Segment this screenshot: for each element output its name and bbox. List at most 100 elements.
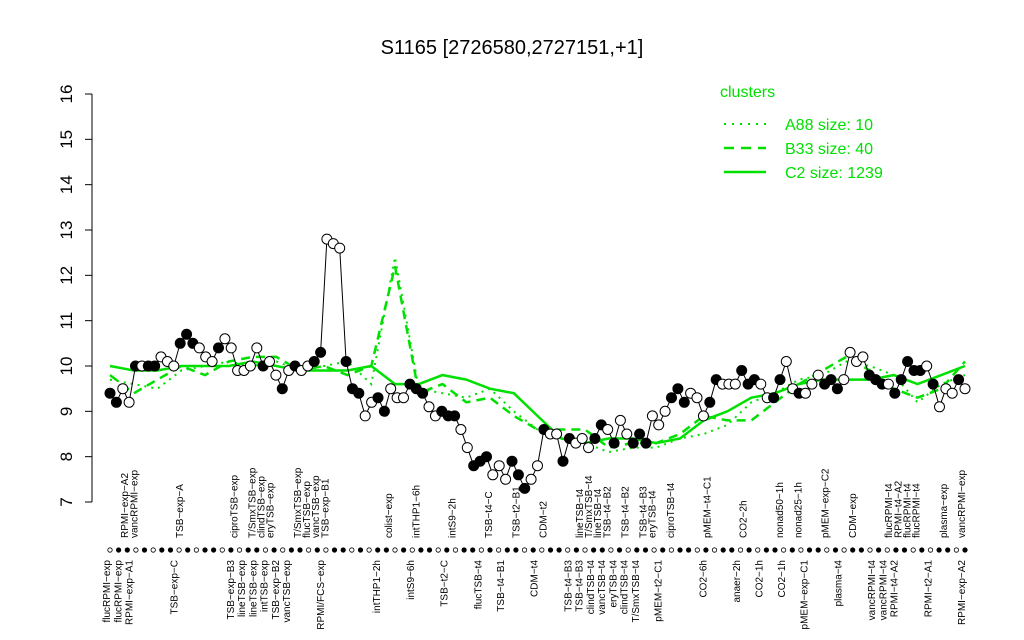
data-point bbox=[857, 351, 869, 363]
x-label-top: TSB−t2−B1 bbox=[511, 486, 522, 538]
data-point bbox=[181, 328, 193, 340]
data-point bbox=[895, 374, 907, 386]
rug-mark bbox=[159, 547, 165, 553]
x-label-top: lineTSB−t4 bbox=[593, 488, 604, 538]
x-label-bottom: flucRPMI−exp bbox=[102, 560, 113, 623]
rug-mark bbox=[366, 547, 372, 553]
x-label-top: lineTSB−t4 bbox=[575, 488, 586, 538]
x-label-top: vancTSB−exp bbox=[311, 475, 322, 538]
y-tick-label: 12 bbox=[57, 266, 76, 285]
x-label-bottom: flucTSB−t4 bbox=[473, 560, 484, 610]
x-label-bottom: RPMI−t4−A2 bbox=[890, 560, 901, 618]
rug-mark bbox=[452, 547, 459, 553]
data-point bbox=[512, 469, 524, 481]
data-points bbox=[104, 233, 971, 494]
rug-mark bbox=[556, 547, 562, 553]
x-label-top: TSB−t4−B2 bbox=[602, 486, 613, 538]
rug-mark bbox=[357, 547, 364, 553]
x-label-top: flucRPMI−t4 bbox=[884, 483, 895, 538]
data-point bbox=[506, 455, 518, 467]
x-label-top: ciproTSB−exp bbox=[229, 474, 240, 538]
data-point bbox=[646, 410, 658, 422]
data-point bbox=[627, 437, 639, 449]
rug-mark bbox=[616, 547, 623, 553]
data-point bbox=[398, 392, 409, 404]
x-label-bottom: RPMI−t2−A1 bbox=[923, 560, 934, 618]
rug-mark bbox=[867, 547, 873, 553]
data-point bbox=[481, 451, 492, 463]
rug-mark bbox=[884, 547, 890, 553]
x-label-bottom: eryTSB−t4 bbox=[608, 560, 619, 608]
rug-mark bbox=[124, 547, 130, 553]
rug-mark bbox=[349, 547, 355, 553]
rug-mark bbox=[392, 547, 398, 553]
rug-mark bbox=[495, 547, 502, 553]
data-point bbox=[493, 460, 505, 472]
x-label-bottom: vancRPMI−t4 bbox=[867, 560, 878, 621]
rug-mark bbox=[262, 547, 269, 553]
x-label-top: flucTSB−exp bbox=[302, 481, 313, 538]
x-label-bottom: TSB−t4−B3 bbox=[563, 560, 574, 612]
data-point bbox=[812, 369, 824, 381]
x-label-bottom: RPMI/FCS−exp bbox=[316, 560, 327, 630]
rug-mark bbox=[297, 547, 303, 553]
y-tick-label: 15 bbox=[57, 130, 76, 149]
legend-title: clusters bbox=[720, 84, 775, 101]
x-label-top: flucRPMI−t4 bbox=[902, 483, 913, 538]
x-label-bottom: intS9−6h bbox=[406, 560, 417, 600]
data-point bbox=[736, 365, 748, 376]
x-label-bottom: intTHP1−2h bbox=[372, 560, 383, 613]
data-point bbox=[825, 374, 837, 386]
rug-mark bbox=[832, 547, 839, 553]
data-point bbox=[104, 387, 116, 399]
rug-mark bbox=[608, 547, 614, 553]
data-point bbox=[653, 419, 665, 431]
data-point bbox=[270, 369, 282, 381]
x-label-bottom: TSB−t4−B1 bbox=[496, 560, 507, 612]
x-label-top: eryTSB−exp bbox=[266, 482, 277, 538]
y-tick-label: 14 bbox=[57, 175, 76, 194]
rug-mark bbox=[875, 547, 882, 553]
data-point bbox=[934, 401, 945, 413]
data-point bbox=[927, 378, 939, 390]
x-label-top: nonad25−1h bbox=[793, 482, 804, 538]
x-label-top: plasma−exp bbox=[939, 483, 950, 538]
rug-mark bbox=[625, 547, 631, 553]
x-label-bottom: vancTSB−t4 bbox=[597, 560, 608, 615]
data-point bbox=[946, 387, 958, 399]
y-tick-label: 9 bbox=[57, 407, 76, 416]
rug-mark bbox=[573, 547, 580, 553]
x-label-bottom: flucRPMI−exp bbox=[113, 560, 124, 623]
x-label-top: pMEM−t4−C1 bbox=[702, 476, 713, 538]
data-point bbox=[372, 392, 384, 404]
rug-mark bbox=[590, 547, 597, 553]
rug-mark bbox=[323, 547, 329, 553]
data-point bbox=[844, 346, 856, 358]
x-label-bottom: intTSB−exp bbox=[260, 560, 271, 612]
x-label-top: vancRPMI−exp bbox=[957, 469, 968, 538]
rug-mark bbox=[737, 547, 744, 553]
x-label-bottom: clindTSB−t4 bbox=[620, 560, 631, 615]
x-label-top: vancRPMI−exp bbox=[129, 469, 140, 538]
x-label-bottom: TSB−t2−C bbox=[440, 560, 451, 607]
x-label-bottom: T/SmxTSB−t4 bbox=[631, 560, 642, 623]
rug-mark bbox=[435, 547, 441, 553]
rug-mark bbox=[893, 547, 899, 553]
rug-mark bbox=[720, 547, 726, 553]
data-point bbox=[621, 428, 633, 440]
x-label-bottom: pMEM−exp−C1 bbox=[800, 560, 811, 630]
x-label-bottom: vancTSB−exp bbox=[282, 560, 293, 623]
rug-mark bbox=[660, 547, 666, 553]
rug-mark bbox=[167, 547, 174, 553]
x-label-top: nonad50−1h bbox=[775, 482, 786, 538]
rug-mark bbox=[461, 547, 467, 553]
data-point bbox=[206, 356, 218, 367]
rug-mark bbox=[772, 547, 778, 553]
x-label-top: pMEM−exp−C2 bbox=[821, 468, 832, 538]
data-point bbox=[225, 342, 237, 354]
data-point bbox=[614, 414, 626, 426]
data-point bbox=[557, 455, 569, 467]
data-point bbox=[276, 383, 288, 395]
cluster-line-1 bbox=[109, 257, 966, 454]
